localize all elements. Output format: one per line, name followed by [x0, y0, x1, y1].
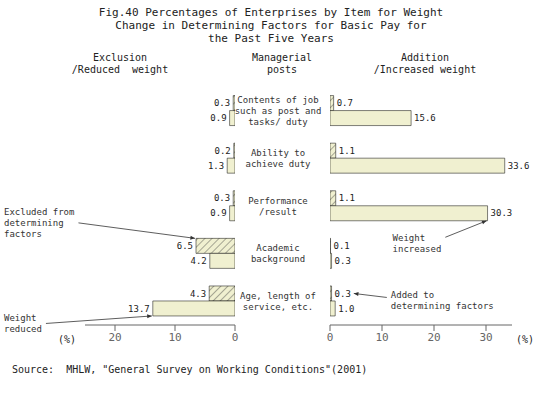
svg-text:0.3: 0.3: [214, 193, 230, 203]
svg-text:1.0: 1.0: [338, 304, 354, 314]
svg-text:Age, length ofservice, etc.: Age, length ofservice, etc.: [240, 291, 316, 312]
svg-text:Academicbackground: Academicbackground: [251, 243, 305, 264]
svg-text:33.6: 33.6: [508, 161, 530, 171]
svg-text:6.5: 6.5: [177, 241, 193, 251]
svg-text:10: 10: [168, 331, 181, 344]
svg-text:0.7: 0.7: [337, 98, 353, 108]
svg-text:0.3: 0.3: [214, 98, 230, 108]
svg-text:1.1: 1.1: [339, 146, 355, 156]
svg-text:13.7: 13.7: [128, 304, 150, 314]
svg-text:Weightreduced: Weightreduced: [8, 313, 42, 334]
svg-text:1.3: 1.3: [208, 161, 224, 171]
svg-text:20: 20: [108, 331, 121, 344]
svg-text:0.1: 0.1: [334, 241, 350, 251]
svg-text:0.3: 0.3: [335, 256, 351, 266]
svg-text:Ability toachieve duty: Ability toachieve duty: [245, 148, 311, 169]
svg-text:0.3: 0.3: [335, 289, 351, 299]
svg-text:10: 10: [375, 331, 388, 344]
svg-text:0.2: 0.2: [215, 146, 231, 156]
svg-text:20: 20: [427, 331, 440, 344]
svg-text:0.9: 0.9: [210, 113, 226, 123]
svg-text:Weightincreased: Weightincreased: [393, 233, 442, 254]
svg-text:Contents of jobsuch as post an: Contents of jobsuch as post andtasks/ du…: [235, 95, 321, 127]
html-text:Fig.40 Percentages of Enterpri: Fig.40 Percentages of Enterprises by Ite…: [98, 6, 444, 45]
svg-text:0.9: 0.9: [210, 208, 226, 218]
html-text:Managerial posts: Managerial posts: [251, 52, 313, 75]
html-text:Exclusion /Reduced weight: Exclusion /Reduced weight: [71, 52, 169, 75]
svg-text:0: 0: [232, 331, 239, 344]
svg-text:Added todetermining factors: Added todetermining factors: [391, 290, 494, 311]
svg-text:Performance/result: Performance/result: [248, 196, 308, 217]
svg-text:4.2: 4.2: [191, 256, 207, 266]
svg-text:15.6: 15.6: [414, 113, 436, 123]
svg-text:4.3: 4.3: [190, 289, 206, 299]
svg-text:1.1: 1.1: [339, 193, 355, 203]
html-text:Addition /Increased weight: Addition /Increased weight: [373, 52, 477, 75]
svg-text:0: 0: [327, 331, 334, 344]
svg-text:Excluded fromdeterminingfactor: Excluded fromdeterminingfactors: [8, 207, 74, 239]
svg-text:30.3: 30.3: [491, 208, 513, 218]
html-text:Source: MHLW, "General Survey: Source: MHLW, "General Survey on Working…: [12, 364, 368, 375]
svg-text:30: 30: [479, 331, 492, 344]
